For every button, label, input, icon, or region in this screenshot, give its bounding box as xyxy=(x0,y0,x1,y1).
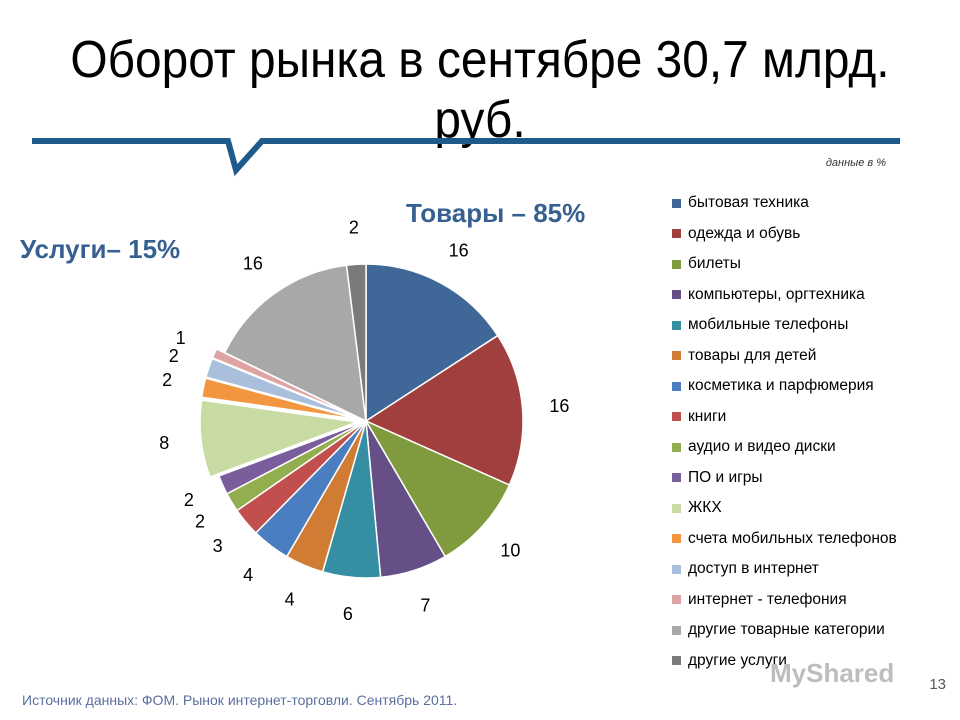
pie-slice xyxy=(364,419,511,558)
legend-label: билеты xyxy=(688,255,741,273)
pie-slice xyxy=(365,263,499,423)
legend-item: ПО и игры xyxy=(672,463,897,494)
legend-swatch xyxy=(672,198,681,208)
data-label: 16 xyxy=(549,396,569,416)
legend-label: ЖКХ xyxy=(688,499,722,517)
legend-label: доступ в интернет xyxy=(688,560,819,578)
legend-item: компьютеры, оргтехника xyxy=(672,280,897,311)
services-group-label: Услуги– 15% xyxy=(20,234,181,264)
legend-swatch xyxy=(672,595,681,605)
legend-label: мобильные телефоны xyxy=(688,316,849,334)
legend-label: одежда и обувь xyxy=(688,224,801,242)
legend-swatch xyxy=(672,442,681,452)
data-label: 2 xyxy=(195,511,205,531)
data-label: 6 xyxy=(343,604,353,624)
legend-swatch xyxy=(672,534,681,544)
legend-item: интернет - телефония xyxy=(672,585,897,616)
legend-label: аудио и видео диски xyxy=(688,438,836,456)
pie-slice xyxy=(199,399,358,478)
pie-slice xyxy=(223,264,367,423)
legend-item: бытовая техника xyxy=(672,188,897,219)
title-divider xyxy=(32,138,900,177)
data-label: 2 xyxy=(162,370,172,390)
legend-swatch xyxy=(672,412,681,422)
data-label: 16 xyxy=(243,253,263,273)
legend-label: бытовая техника xyxy=(688,194,809,212)
data-label: 4 xyxy=(243,565,253,585)
legend-swatch xyxy=(672,381,681,391)
legend-item: доступ в интернет xyxy=(672,554,897,585)
source-note: Источник данных: ФОМ. Рынок интернет-тор… xyxy=(22,692,458,708)
legend-label: книги xyxy=(688,407,727,425)
legend-item: книги xyxy=(672,402,897,433)
pie-slice xyxy=(364,334,524,486)
data-label: 7 xyxy=(420,596,430,616)
legend-label: интернет - телефония xyxy=(688,590,847,608)
legend-label: компьютеры, оргтехника xyxy=(688,285,865,303)
slide-title: Оборот рынка в сентябре 30,7 млрд. руб. xyxy=(70,31,890,149)
page-number: 13 xyxy=(929,676,946,693)
data-label: 2 xyxy=(184,490,194,510)
legend-item: аудио и видео диски xyxy=(672,432,897,463)
pie-slice xyxy=(205,357,358,419)
legend-swatch xyxy=(672,351,681,361)
data-label: 10 xyxy=(500,541,520,561)
legend-label: ПО и игры xyxy=(688,468,763,486)
legend-item: одежда и обувь xyxy=(672,219,897,250)
chart-legend: бытовая техника одежда и обувь билеты компь… xyxy=(672,188,897,676)
pie-slice xyxy=(345,263,367,422)
data-label: 2 xyxy=(169,346,179,366)
legend-item: счета мобильных телефонов xyxy=(672,524,897,555)
legend-item: ЖКХ xyxy=(672,493,897,524)
data-label: 4 xyxy=(285,589,295,609)
data-label: 2 xyxy=(349,217,359,237)
legend-swatch xyxy=(672,259,681,269)
legend-item: другие услуги xyxy=(672,646,897,677)
legend-item: мобильные телефоны xyxy=(672,310,897,341)
data-label: 16 xyxy=(449,241,469,261)
data-label: 3 xyxy=(213,536,223,556)
legend-label: товары для детей xyxy=(688,346,817,364)
goods-group-label: Товары – 85% xyxy=(406,198,586,228)
legend-label: косметика и парфюмерия xyxy=(688,377,874,395)
legend-swatch xyxy=(672,473,681,483)
pie-slice xyxy=(217,420,367,495)
legend-item: билеты xyxy=(672,249,897,280)
watermark-logo: MyShared xyxy=(770,658,895,688)
legend-swatch xyxy=(672,229,681,239)
data-label: 1 xyxy=(176,328,186,348)
legend-label: другие услуги xyxy=(688,651,787,669)
legend-swatch xyxy=(672,625,681,635)
legend-swatch xyxy=(672,564,681,574)
legend-item: другие товарные категории xyxy=(672,615,897,646)
pie-slice xyxy=(200,377,358,420)
unit-note: данные в % xyxy=(825,157,886,169)
legend-swatch xyxy=(672,290,681,300)
legend-swatch xyxy=(672,320,681,330)
legend-item: косметика и парфюмерия xyxy=(672,371,897,402)
legend-label: другие товарные категории xyxy=(688,621,885,639)
legend-label: счета мобильных телефонов xyxy=(688,529,897,547)
data-label: 8 xyxy=(159,433,169,453)
legend-item: товары для детей xyxy=(672,341,897,372)
legend-swatch xyxy=(672,656,681,666)
legend-swatch xyxy=(672,503,681,513)
